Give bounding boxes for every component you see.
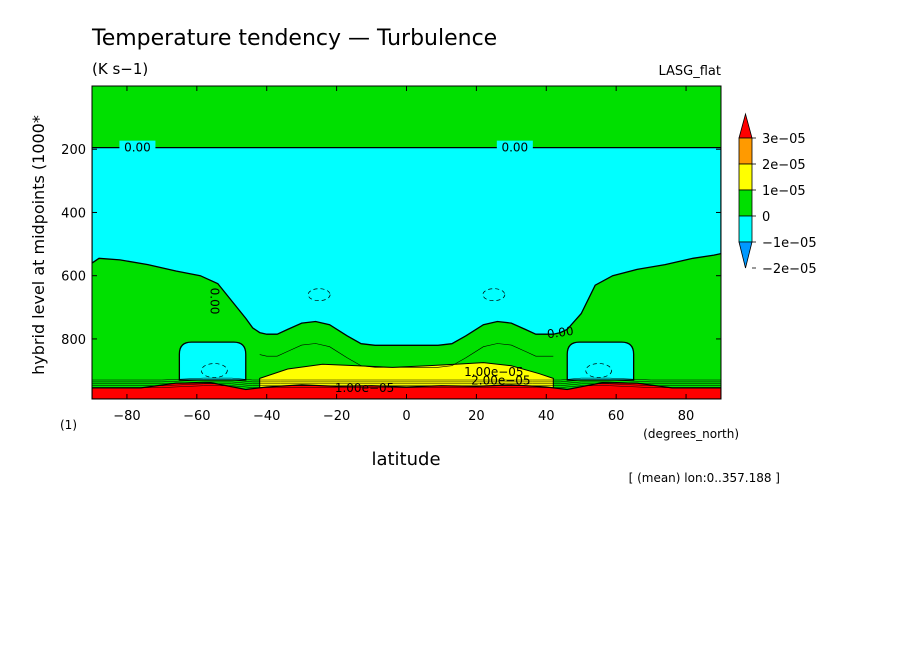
y-axis-units: (1)	[60, 418, 77, 432]
y-axis-label: hybrid level at midpoints (1000*	[29, 115, 48, 375]
colorbar-label: −1e−05	[762, 236, 817, 251]
contour-surface-line	[92, 385, 721, 388]
region-red-surface	[92, 381, 721, 399]
contour-label: 0.00	[207, 288, 221, 315]
chart-title: Temperature tendency — Turbulence	[91, 26, 497, 51]
x-tick-label: 20	[468, 409, 485, 424]
x-tick-label: 80	[678, 409, 695, 424]
contour-dashed-cell	[482, 288, 506, 302]
footnote: [ (mean) lon:0..357.188 ]	[629, 471, 780, 485]
colorbar-cap-bottom	[738, 241, 753, 269]
x-tick-label: −60	[183, 409, 210, 424]
contour-lines	[92, 288, 721, 388]
contour-inner-line	[259, 343, 554, 368]
contour-labels: 0.00 0.000.000.001.00e−052.00e−051.00e−05	[119, 140, 574, 395]
contour-label-bg	[496, 140, 533, 155]
x-tick-label: 40	[538, 409, 555, 424]
contour-label: 0.00	[501, 141, 528, 155]
y-tick-label: 600	[61, 270, 86, 285]
contour-surface-line	[92, 381, 721, 385]
contour-label: 0.00	[124, 141, 151, 155]
x-tick-label: 0	[402, 409, 410, 424]
x-tick-label: −40	[253, 409, 280, 424]
x-axis: −80 −60 −40 −20 0 20 40 60 80	[113, 86, 694, 424]
colorbar: 3e−05 2e−05 1e−05 0 −1e−05 −2e−05	[738, 112, 817, 277]
contour-surface-line	[92, 379, 721, 383]
y-tick-label: 400	[61, 206, 86, 221]
contour-label: 1.00e−05	[335, 381, 394, 395]
colorbar-swatch	[738, 137, 753, 165]
contour-label: 1.00e−05	[464, 365, 523, 379]
contour-label: 0.00	[546, 324, 574, 342]
colorbar-cap-top	[738, 112, 753, 139]
colorbar-swatch	[738, 163, 753, 191]
colorbar-label: −2e−05	[762, 262, 817, 277]
colorbar-swatch	[738, 215, 753, 243]
region-negative-north-polar	[566, 341, 635, 381]
x-tick-label: 60	[608, 409, 625, 424]
contour-surface-line	[92, 383, 721, 386]
colorbar-label: 1e−05	[762, 184, 806, 199]
x-tick-label: −20	[323, 409, 350, 424]
contour-surface-line	[92, 377, 721, 381]
contour-label: 2.00e−05	[471, 374, 530, 388]
colorbar-label: 3e−05	[762, 132, 806, 147]
contour-dashed-cell	[200, 363, 228, 378]
colorbar-label: 2e−05	[762, 158, 806, 173]
y-axis: 200 400 600 800	[61, 143, 721, 348]
x-axis-label: latitude	[371, 449, 440, 470]
region-negative-troposphere	[92, 147, 721, 346]
region-negative-south-polar	[178, 341, 247, 381]
y-tick-label: 200	[61, 143, 86, 158]
contour-label-bg	[119, 140, 156, 155]
y-tick-label: 800	[61, 333, 86, 348]
colorbar-label: 0	[762, 210, 770, 225]
x-axis-units: (degrees_north)	[643, 427, 739, 441]
dataset-label: LASG_flat	[658, 64, 721, 79]
contour-dashed-cell	[307, 288, 331, 302]
contour-dashed-cell	[585, 363, 613, 378]
contour-field	[92, 86, 721, 399]
colorbar-swatch	[738, 189, 753, 217]
chart-units: (K s−1)	[92, 60, 148, 78]
x-tick-label: −80	[113, 409, 140, 424]
